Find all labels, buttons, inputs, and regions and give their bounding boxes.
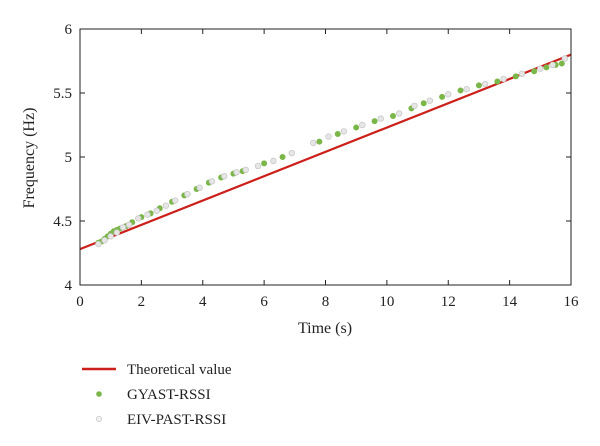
x-tick-label: 16 <box>564 294 580 310</box>
eiv-past-rssi-point <box>288 149 295 157</box>
gyast-rssi-point <box>439 93 446 100</box>
eiv-past-rssi-point <box>125 221 133 229</box>
theoretical-line <box>79 53 572 251</box>
eiv-past-rssi-point <box>113 229 121 236</box>
eiv-past-rssi-point <box>208 178 216 185</box>
eiv-past-rssi-point <box>242 166 249 173</box>
x-tick-label: 4 <box>199 294 207 310</box>
eiv-past-rssi-point <box>95 240 102 248</box>
gyast-rssi-point <box>371 118 378 125</box>
gyast-rssi-point <box>558 60 565 67</box>
legend-gray-dot <box>96 415 103 422</box>
eiv-past-rssi-point <box>377 115 384 122</box>
y-tick-label: 4.5 <box>53 214 72 230</box>
eiv-past-rssi-point <box>411 102 418 109</box>
gyast-rssi-point <box>334 130 341 137</box>
y-tick-label: 5 <box>65 150 73 166</box>
gyast-rssi-point <box>457 87 464 94</box>
eiv-past-rssi-point <box>340 128 348 135</box>
gyast-rssi-point <box>475 82 482 89</box>
eiv-past-rssi-point <box>171 197 179 204</box>
gyast-rssi-point <box>494 78 501 85</box>
plot-frame <box>79 28 572 286</box>
legend-green-dot <box>96 391 102 397</box>
x-tick-label: 14 <box>502 294 518 310</box>
gyast-rssi-point <box>279 153 286 160</box>
legend-label: Theoretical value <box>127 362 232 378</box>
gyast-rssi-point <box>390 113 397 120</box>
eiv-past-rssi-point <box>196 184 203 191</box>
eiv-past-rssi-point <box>221 172 228 180</box>
eiv-past-rssi-point <box>426 97 434 104</box>
eiv-past-rssi-point <box>518 70 526 77</box>
eiv-past-rssi-point <box>445 91 452 98</box>
gyast-rssi-point <box>512 73 519 80</box>
x-axis-title: Time (s) <box>298 320 352 337</box>
gyast-rssi-point <box>531 68 538 75</box>
eiv-past-rssi-point <box>119 224 127 231</box>
eiv-past-rssi-point <box>135 215 142 222</box>
legend: Theoretical value GYAST-RSSI EIV-PAST-RSSI <box>82 362 232 428</box>
gyast-rssi-point <box>420 100 427 107</box>
eiv-past-rssi-point <box>153 207 160 214</box>
eiv-past-rssi-point <box>561 55 569 62</box>
eiv-past-rssi-point <box>184 190 191 198</box>
y-axis-title: Frequency (Hz) <box>21 108 38 209</box>
gyast-rssi-point <box>543 64 550 71</box>
x-tick-label: 8 <box>322 294 330 310</box>
legend-label: GYAST-RSSI <box>127 387 211 403</box>
eiv-past-rssi-point <box>549 61 556 69</box>
x-tick-label: 0 <box>76 294 84 310</box>
eiv-past-rssi-point <box>537 65 544 72</box>
y-tick-label: 4 <box>65 278 73 294</box>
eiv-past-rssi-point <box>270 157 277 165</box>
eiv-past-rssi-point <box>481 80 489 88</box>
eiv-past-rssi-point <box>162 202 170 209</box>
y-tick-label: 6 <box>65 22 73 38</box>
eiv-past-rssi-point <box>463 85 470 93</box>
eiv-past-rssi-point <box>107 233 114 240</box>
axis-ticks: 0 2 4 6 8 10 12 14 16 4 4.5 5 5.5 6 <box>53 22 579 310</box>
gyast-rssi-point <box>353 124 360 131</box>
eiv-past-rssi-point <box>101 236 108 244</box>
eiv-past-rssi-point <box>500 75 507 83</box>
eiv-past-rssi-point <box>254 162 262 170</box>
eiv-past-rssi-point <box>359 121 366 129</box>
eiv-past-rssi-point <box>233 169 240 176</box>
x-tick-label: 2 <box>138 294 146 310</box>
eiv-past-rssi-point <box>310 139 317 147</box>
y-tick-label: 5.5 <box>53 86 72 102</box>
gyast-rssi-point <box>316 138 323 145</box>
x-tick-label: 6 <box>260 294 268 310</box>
eiv-past-rssi-point <box>144 211 151 218</box>
legend-label: EIV-PAST-RSSI <box>127 412 226 428</box>
y-axis-title-group: Frequency (Hz) <box>21 108 38 209</box>
gyast-rssi-point <box>261 160 268 167</box>
x-tick-label: 10 <box>379 294 394 310</box>
x-tick-label: 12 <box>441 294 456 310</box>
eiv-past-rssi-point <box>325 133 332 140</box>
eiv-past-rssi-point <box>395 110 403 117</box>
plot-area <box>79 53 572 251</box>
